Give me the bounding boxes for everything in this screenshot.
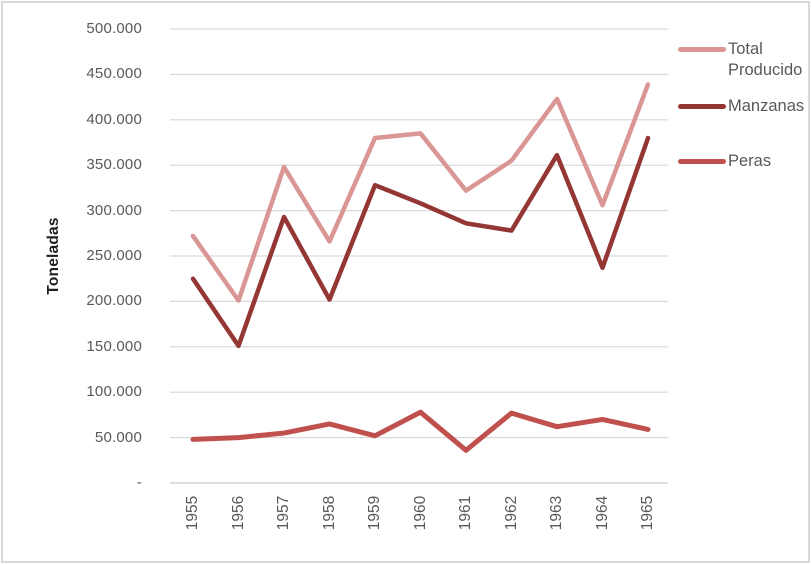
x-tick-label: 1957	[275, 495, 292, 531]
y-tick-label: 500.000	[86, 20, 142, 37]
legend-label: Peras	[728, 152, 772, 170]
legend-key-peras	[678, 159, 726, 164]
y-tick-label: 250.000	[86, 247, 142, 264]
y-tick-label: 50.000	[94, 428, 142, 446]
legend-item-manzanas: Manzanas	[678, 96, 810, 117]
legend-key-manzanas	[678, 104, 726, 109]
y-tick-label: 100.000	[86, 383, 142, 401]
x-tick-label: 1958	[320, 495, 338, 531]
x-tick-label: 1959	[366, 495, 383, 531]
x-tick-label: 1965	[639, 495, 656, 531]
legend-item-total-producido: Total Producido	[678, 39, 810, 81]
y-tick-label: 200.000	[86, 292, 142, 310]
y-tick-label: 400.000	[86, 110, 142, 128]
x-tick-label: 1956	[229, 495, 247, 531]
legend-key-total-producido	[678, 47, 726, 52]
y-tick-label: -	[136, 474, 142, 491]
series-line-total-producido	[190, 82, 651, 303]
legend-item-peras: Peras	[678, 151, 810, 172]
y-tick-label: 350.000	[86, 156, 142, 174]
series-line-peras	[190, 409, 651, 453]
x-tick-label: 1963	[548, 495, 565, 531]
x-tick-label: 1960	[411, 495, 429, 531]
x-tick-label: 1964	[593, 495, 611, 531]
y-tick-label: 150.000	[86, 337, 142, 355]
y-tick-label: 450.000	[86, 65, 142, 83]
series-line-manzanas	[190, 135, 651, 349]
y-axis-title: Toneladas	[45, 217, 62, 295]
legend-label: Total Producido	[728, 40, 803, 79]
x-tick-label: 1962	[502, 495, 520, 531]
legend-label: Manzanas	[728, 97, 805, 115]
y-tick-label: 300.000	[86, 201, 142, 219]
x-tick-label: 1961	[457, 495, 474, 531]
x-tick-label: 1955	[184, 495, 201, 531]
